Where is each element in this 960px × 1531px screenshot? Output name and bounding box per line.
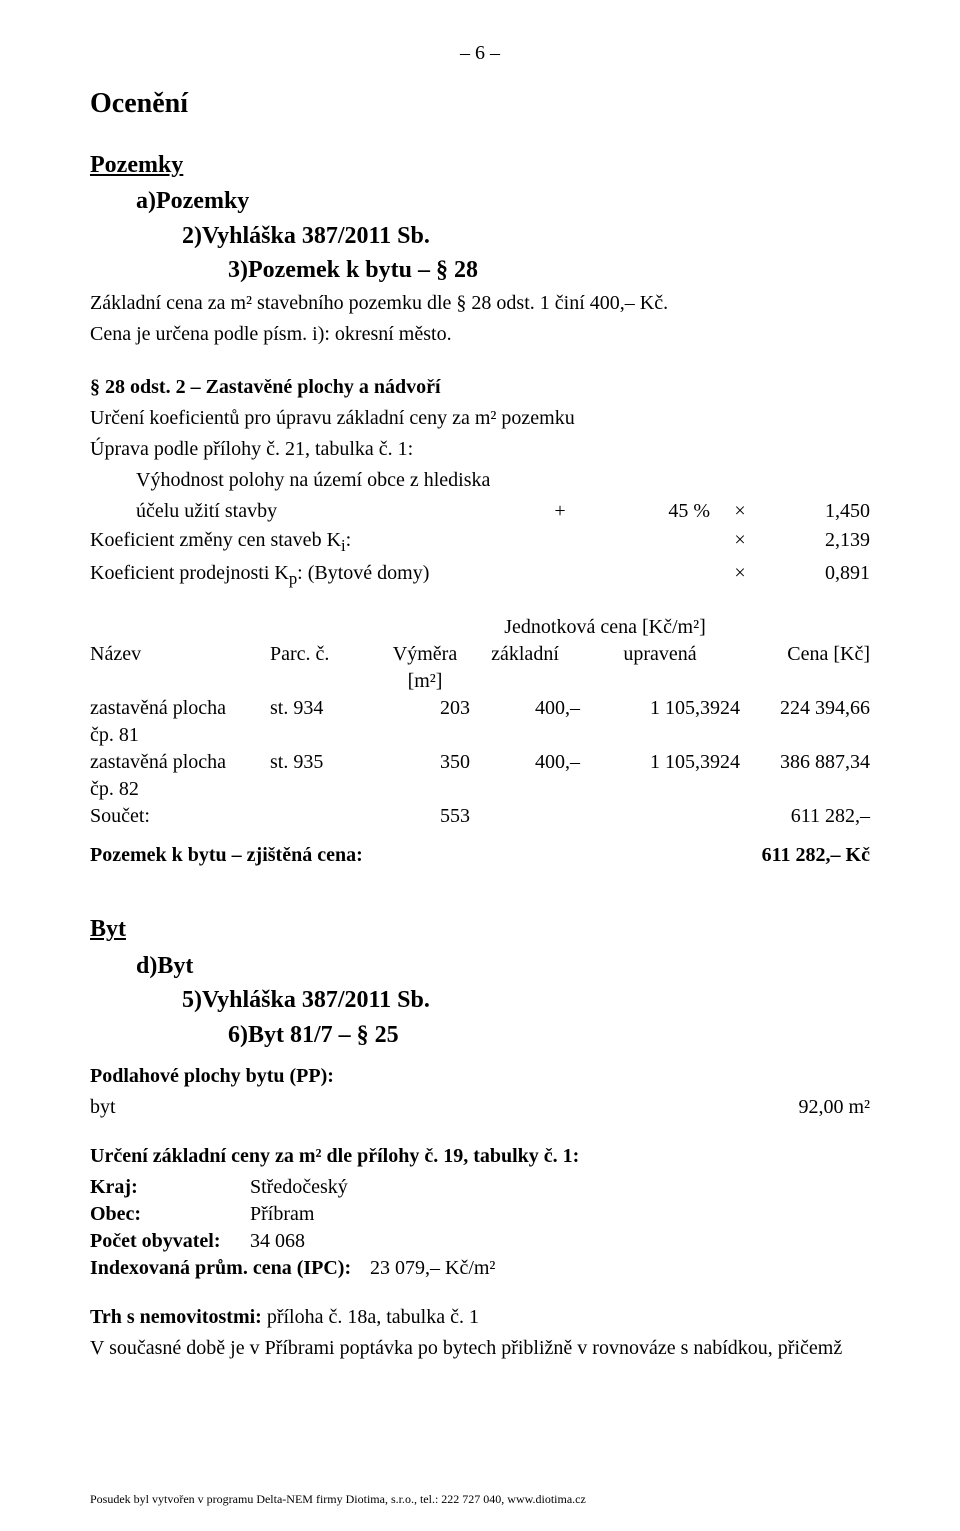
table-sum-row: Součet: 553 611 282,– <box>90 803 870 830</box>
cell-parc: st. 934 <box>270 695 380 722</box>
base-line-2: Cena je určena podle písm. i): okresní m… <box>90 321 870 348</box>
trh-pre: Trh s nemovitostmi: <box>90 1306 262 1328</box>
footer: Posudek byl vytvořen v programu Delta-NE… <box>90 1491 586 1507</box>
kv-pocet-k: Počet obyvatel: <box>90 1228 250 1255</box>
table-row: zastavěná plochast. 935350400,–1 105,392… <box>90 749 870 776</box>
coef-row-2: Koeficient změny cen staveb Ki: × 2,139 <box>90 527 870 558</box>
coef3-pct <box>590 560 710 591</box>
level-2: 2)Vyhláška 387/2011 Sb. <box>90 220 870 252</box>
cell-base: 400,– <box>470 695 580 722</box>
coef1-mul: × <box>710 498 770 525</box>
th-area: Výměra <box>380 641 470 668</box>
coef2-op <box>530 527 590 558</box>
coef-row-1: účelu užití stavby + 45 % × 1,450 <box>90 498 870 525</box>
final-value: 611 282,– Kč <box>762 842 870 869</box>
coef-row-3: Koeficient prodejnosti Kp: (Bytové domy)… <box>90 560 870 591</box>
final-label: Pozemek k bytu – zjištěná cena: <box>90 842 762 869</box>
level-a: a)Pozemky <box>90 185 870 217</box>
kv-obec-v: Příbram <box>250 1201 870 1228</box>
coef2-label: Koeficient změny cen staveb Ki: <box>90 527 530 558</box>
coef3-op <box>530 560 590 591</box>
coef1-label-a: Výhodnost polohy na území obce z hledisk… <box>90 467 870 494</box>
trh-post: příloha č. 18a, tabulka č. 1 <box>262 1306 479 1328</box>
cell-area: 203 <box>380 695 470 722</box>
trh-line: Trh s nemovitostmi: příloha č. 18a, tabu… <box>90 1304 870 1331</box>
th-parc: Parc. č. <box>270 641 380 668</box>
table-row: čp. 82 <box>90 776 870 803</box>
coef3-val: 0,891 <box>770 560 870 591</box>
level-6: 6)Byt 81/7 – § 25 <box>90 1019 870 1051</box>
final-row: Pozemek k bytu – zjištěná cena: 611 282,… <box>90 842 870 869</box>
cell-name: zastavěná plocha <box>90 749 270 776</box>
coef1-label-b: účelu užití stavby <box>90 498 530 525</box>
pp-label: byt <box>90 1094 798 1121</box>
sum-area: 553 <box>380 803 470 830</box>
coef3-mul: × <box>710 560 770 591</box>
coef3-label: Koeficient prodejnosti Kp: (Bytové domy) <box>90 560 530 591</box>
kv-kraj: Kraj: Středočeský <box>90 1174 870 1201</box>
level-5: 5)Vyhláška 387/2011 Sb. <box>90 984 870 1016</box>
coef3-post: : (Bytové domy) <box>297 562 429 584</box>
table-header: Název Parc. č. Výměra základní upravená … <box>90 641 870 668</box>
pp-value: 92,00 m² <box>798 1094 870 1121</box>
table-row: čp. 81 <box>90 722 870 749</box>
kv-ipc: Indexovaná prům. cena (IPC): 23 079,– Kč… <box>90 1255 870 1282</box>
page: – 6 – Ocenění Pozemky a)Pozemky 2)Vyhláš… <box>0 0 960 1531</box>
table-row: zastavěná plochast. 934203400,–1 105,392… <box>90 695 870 722</box>
level-3: 3)Pozemek k bytu – § 28 <box>90 254 870 286</box>
section-pozemky: Pozemky <box>90 149 870 181</box>
trh-para: V současné době je v Příbrami poptávka p… <box>90 1335 870 1362</box>
pp-title: Podlahové plochy bytu (PP): <box>90 1063 870 1090</box>
coef1-val: 1,450 <box>770 498 870 525</box>
coef2-pct <box>590 527 710 558</box>
table-unit-row: [m²] <box>90 668 870 695</box>
parcel-table: Jednotková cena [Kč/m²] Název Parc. č. V… <box>90 614 870 830</box>
para28-line2: Určení koeficientů pro úpravu základní c… <box>90 405 870 432</box>
kv-obec: Obec: Příbram <box>90 1201 870 1228</box>
cell-name: zastavěná plocha <box>90 695 270 722</box>
cell-adj: 1 105,3924 <box>580 695 740 722</box>
th-area-unit: [m²] <box>380 668 470 695</box>
kv-ipc-k: Indexovaná prům. cena (IPC): <box>90 1255 370 1282</box>
cell-name2: čp. 81 <box>90 722 270 749</box>
kv-kraj-k: Kraj: <box>90 1174 250 1201</box>
cell-price: 224 394,66 <box>740 695 870 722</box>
kv-kraj-v: Středočeský <box>250 1174 870 1201</box>
coef3-pre: Koeficient prodejnosti K <box>90 562 289 584</box>
sum-price: 611 282,– <box>740 803 870 830</box>
base-price-title: Určení základní ceny za m² dle přílohy č… <box>90 1143 870 1170</box>
para28-line3: Úprava podle přílohy č. 21, tabulka č. 1… <box>90 436 870 463</box>
th-base: základní <box>470 641 580 668</box>
kv-obec-k: Obec: <box>90 1201 250 1228</box>
coef2-mul: × <box>710 527 770 558</box>
jc-label: Jednotková cena [Kč/m²] <box>470 614 740 641</box>
section-byt: Byt <box>90 913 870 945</box>
page-number: – 6 – <box>90 40 870 67</box>
title-ocenen: Ocenění <box>90 85 870 123</box>
kv-ipc-v: 23 079,– Kč/m² <box>370 1255 870 1282</box>
coef1-pct: 45 % <box>590 498 710 525</box>
cell-base: 400,– <box>470 749 580 776</box>
para28-line1: § 28 odst. 2 – Zastavěné plochy a nádvoř… <box>90 374 870 401</box>
coef3-sub: p <box>289 569 297 588</box>
kv-pocet: Počet obyvatel: 34 068 <box>90 1228 870 1255</box>
jc-row: Jednotková cena [Kč/m²] <box>90 614 870 641</box>
th-price: Cena [Kč] <box>740 641 870 668</box>
kv-pocet-v: 34 068 <box>250 1228 870 1255</box>
cell-price: 386 887,34 <box>740 749 870 776</box>
cell-adj: 1 105,3924 <box>580 749 740 776</box>
coef2-pre: Koeficient změny cen staveb K <box>90 529 341 551</box>
pp-row: byt 92,00 m² <box>90 1094 870 1121</box>
th-adj: upravená <box>580 641 740 668</box>
level-d: d)Byt <box>90 950 870 982</box>
coef2-val: 2,139 <box>770 527 870 558</box>
cell-area: 350 <box>380 749 470 776</box>
th-name: Název <box>90 641 270 668</box>
cell-parc: st. 935 <box>270 749 380 776</box>
sum-label: Součet: <box>90 803 270 830</box>
cell-name2: čp. 82 <box>90 776 270 803</box>
coef1-op: + <box>530 498 590 525</box>
base-line-1: Základní cena za m² stavebního pozemku d… <box>90 290 870 317</box>
coef2-post: : <box>346 529 352 551</box>
